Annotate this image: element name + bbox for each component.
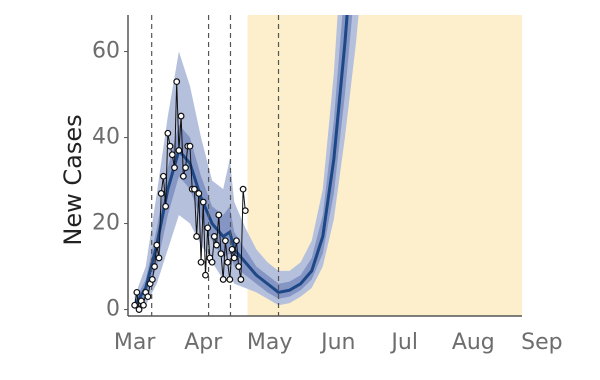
observed-point	[148, 276, 156, 283]
model-line	[133, 15, 349, 307]
plot-area	[133, 15, 359, 310]
observed-point	[186, 142, 194, 150]
y-tick-label: 40	[92, 125, 120, 150]
inner-band	[134, 15, 353, 310]
observed-point	[233, 237, 240, 245]
x-tick-label: Aug	[452, 330, 495, 355]
y-tick-label: 20	[92, 211, 120, 236]
observed-point	[237, 276, 245, 283]
observed-point	[164, 129, 172, 137]
observed-point	[182, 164, 189, 172]
y-tick-label: 60	[92, 39, 120, 64]
observed-point	[215, 211, 223, 219]
observed-point	[168, 151, 176, 159]
observed-point	[239, 185, 247, 193]
observed-point	[204, 224, 212, 232]
observed-point	[241, 207, 249, 215]
observed-point	[144, 293, 152, 301]
observed-point	[153, 241, 161, 249]
observed-point	[195, 190, 203, 197]
observed-point	[162, 202, 170, 210]
observed-point	[226, 276, 234, 283]
observed-point	[191, 185, 198, 193]
observed-point	[155, 254, 163, 262]
observed-point	[217, 250, 225, 258]
observed-point	[133, 288, 141, 296]
x-tick-label: Jun	[319, 330, 355, 355]
observed-point	[213, 241, 220, 249]
observed-point	[173, 78, 181, 86]
overlay: 0 20 40 60 Mar Apr May Jun Jul Aug Sep	[92, 15, 563, 355]
observed-point	[131, 301, 139, 309]
observed-point	[228, 245, 236, 253]
observed-point	[219, 276, 227, 283]
observed-point	[193, 233, 201, 240]
observed-point	[135, 306, 143, 313]
observed-point	[140, 301, 147, 309]
x-tick-label: May	[247, 330, 292, 355]
observed-point	[221, 237, 229, 245]
observed-point	[202, 271, 209, 279]
observed-point	[166, 142, 174, 150]
y-tick-label: 0	[106, 297, 120, 322]
observed-point	[151, 263, 158, 270]
forecast-region	[247, 15, 523, 316]
observed-point	[199, 198, 207, 206]
observed-point	[197, 258, 205, 266]
observed-point	[175, 147, 183, 154]
x-tick-label: Sep	[521, 330, 562, 355]
observed-point	[179, 172, 187, 180]
observed-point	[210, 233, 218, 240]
observed-point	[230, 254, 238, 262]
x-tick-label: Jul	[389, 330, 418, 355]
x-tick-label: Mar	[114, 330, 156, 355]
observed-point	[177, 112, 185, 120]
observed-point	[157, 190, 165, 197]
y-axis-label: New Cases	[59, 114, 87, 245]
observed-point	[235, 263, 243, 270]
observed-point	[171, 164, 178, 172]
observed-point	[224, 258, 232, 266]
x-tick-label: Apr	[184, 330, 223, 355]
observed-point	[208, 258, 216, 266]
shade-layer	[247, 15, 523, 316]
observed-point	[160, 172, 167, 180]
